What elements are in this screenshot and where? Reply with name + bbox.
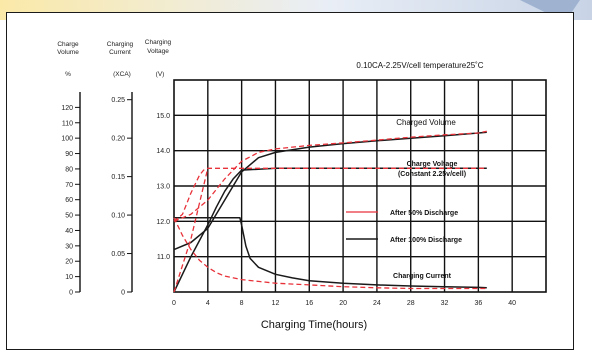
charging-current-head-2: Current (109, 49, 131, 56)
chart-annotation: 0.10CA-2.25V/cell temperature25˚C (356, 61, 483, 70)
x-tick-label: 16 (305, 300, 313, 307)
charge-volume-head-1: Charge (57, 41, 79, 48)
series-voltage_50 (173, 167, 487, 222)
volume-tick-label: 10 (65, 274, 73, 281)
chart-legend: After 50% Discharge After 100% Discharge (346, 210, 462, 244)
x-tick-label: 0 (172, 300, 176, 307)
volume-tick-label: 60 (65, 197, 73, 204)
voltage-tick-label: 12.0 (156, 219, 170, 226)
charging-voltage-unit: (V) (156, 71, 165, 78)
plot-grid (173, 79, 547, 293)
x-axis-ticks: 0 4 8 12 16 20 24 28 32 36 40 (172, 300, 516, 307)
current-tick-label: 0.20 (111, 136, 125, 143)
current-tick-label: 0.10 (111, 213, 125, 220)
x-tick-label: 4 (206, 300, 210, 307)
volume-tick-label: 50 (65, 213, 73, 220)
series-volume_50 (173, 130, 487, 222)
volume-tick-label: 0 (69, 290, 73, 297)
volume-tick-label: 100 (61, 136, 73, 143)
charging-current-axis: 0 0.05 0.10 0.15 0.20 0.25 (111, 92, 133, 297)
x-tick-label: 12 (272, 300, 280, 307)
x-tick-label: 32 (441, 300, 449, 307)
x-tick-label: 28 (407, 300, 415, 307)
legend-label-100: After 100% Discharge (390, 237, 462, 244)
charging-voltage-head-2: Voltage (147, 48, 169, 55)
x-tick-label: 40 (508, 300, 516, 307)
charge-volume-axis: 0 10 20 30 40 50 60 70 80 90 100 110 120 (61, 92, 81, 297)
charging-voltage-head-1: Charging (145, 39, 172, 46)
volume-tick-label: 20 (65, 259, 73, 266)
volume-tick-label: 80 (65, 166, 73, 173)
series-current_100 (174, 217, 487, 289)
x-tick-label: 20 (339, 300, 347, 307)
charging-current-unit: (XCA) (113, 71, 131, 78)
voltage-tick-label: 15.0 (156, 113, 170, 120)
voltage-tick-label: 13.0 (156, 184, 170, 191)
volume-tick-label: 30 (65, 243, 73, 250)
series-current_50 (173, 217, 487, 290)
volume-tick-label: 110 (62, 120, 73, 127)
series-volume_100 (173, 131, 487, 251)
label-charge-voltage-1: Charge Voltage (407, 161, 458, 168)
label-charged-volume: Charged Volume (396, 118, 456, 127)
voltage-tick-label: 11.0 (157, 254, 170, 261)
current-tick-label: 0.15 (111, 174, 125, 181)
x-axis-label: Charging Time(hours) (261, 319, 367, 331)
volume-tick-label: 120 (61, 105, 73, 112)
label-charge-voltage-2: (Constant 2.25v/cell) (398, 171, 466, 178)
charge-volume-head-2: Volume (57, 49, 79, 56)
volume-tick-label: 90 (65, 151, 73, 158)
charging-voltage-axis: 11.0 12.0 13.0 14.0 15.0 (156, 113, 170, 261)
charge-volume-unit: % (65, 71, 71, 78)
charging-current-head-1: Charging (107, 41, 134, 48)
current-tick-label: 0.25 (111, 97, 125, 104)
current-tick-label: 0 (121, 290, 125, 297)
chart-frame (6, 12, 574, 350)
axis-headers: Charge Volume % Charging Current (XCA) C… (57, 39, 171, 78)
label-charging-current: Charging Current (393, 273, 452, 280)
volume-tick-label: 40 (65, 228, 73, 235)
chart-series (173, 130, 487, 293)
series-ramp_50 (173, 168, 209, 293)
x-tick-label: 36 (474, 300, 482, 307)
current-tick-label: 0.05 (111, 251, 125, 258)
volume-tick-label: 70 (65, 182, 73, 189)
legend-label-50: After 50% Discharge (390, 210, 458, 217)
x-tick-label: 24 (373, 300, 381, 307)
x-tick-label: 8 (240, 300, 244, 307)
voltage-tick-label: 14.0 (156, 148, 170, 155)
